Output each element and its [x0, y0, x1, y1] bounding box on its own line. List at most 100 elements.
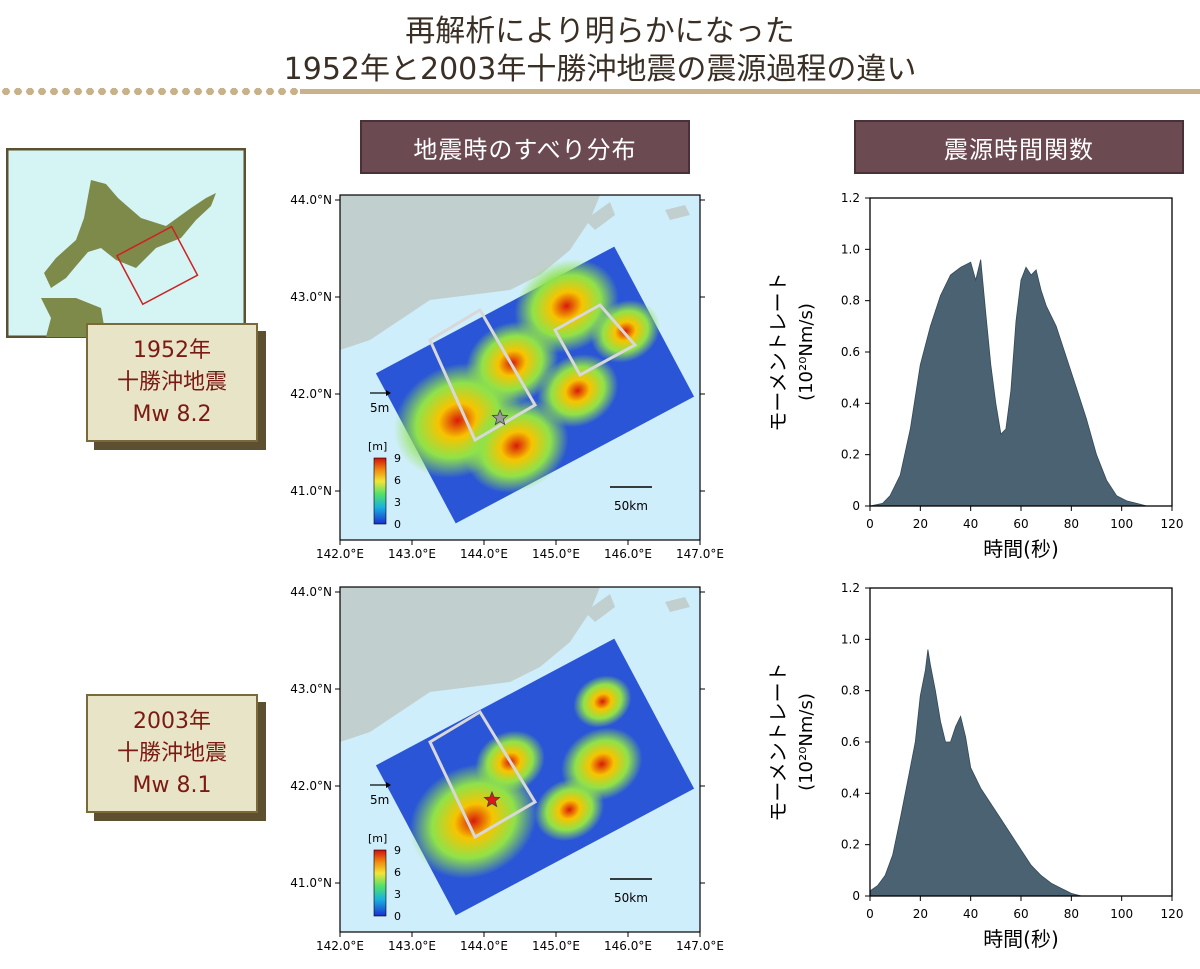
- x-tick-label: 80: [1064, 517, 1079, 531]
- event-year: 2003年: [133, 708, 211, 734]
- x-axis-label: 時間(秒): [983, 927, 1059, 951]
- epicenter-star: [491, 408, 509, 426]
- colorbar-tick: 9: [394, 844, 401, 857]
- land-island: [585, 594, 615, 622]
- fault-outline: [428, 307, 538, 443]
- lon-label: 146.0°E: [604, 547, 652, 561]
- x-tick-label: 100: [1110, 517, 1133, 531]
- page-title-line1: 再解析により明らかになった: [405, 14, 795, 49]
- event-year: 1952年: [133, 337, 211, 363]
- y-tick-label: 1.0: [841, 242, 860, 256]
- lat-label: 41.0°N: [290, 484, 332, 498]
- map-frame: [339, 586, 701, 933]
- source-time-function-header: 震源時間関数: [854, 120, 1184, 174]
- colorbar-tick: 0: [394, 518, 401, 531]
- arrow-scale-label: 5m: [370, 401, 389, 415]
- y-tick-label: 0.2: [841, 448, 860, 462]
- hokkaido-landmass: [44, 180, 216, 288]
- colorbar-tick: 3: [394, 888, 401, 901]
- arrow-scale-label: 5m: [370, 793, 389, 807]
- distance-scale-label: 50km: [614, 891, 648, 905]
- colorbar-tick: 6: [394, 866, 401, 879]
- title-divider-dots: [0, 88, 300, 95]
- colorbar-unit: [m]: [368, 440, 387, 453]
- event-name: 十勝沖地震: [116, 740, 227, 766]
- title-divider-line: [300, 89, 1200, 94]
- slip-patch: [573, 675, 632, 728]
- colorbar-tick: 0: [394, 910, 401, 923]
- x-tick-label: 40: [963, 517, 978, 531]
- x-tick-label: 20: [913, 517, 928, 531]
- slip-distribution-header: 地震時のすべり分布: [360, 120, 690, 174]
- lat-label: 44.0°N: [290, 585, 332, 599]
- lat-label: 43.0°N: [290, 290, 332, 304]
- colorbar: [373, 849, 387, 917]
- lon-label: 147.0°E: [676, 939, 724, 953]
- event-label-2003: 2003年 十勝沖地震 Mw 8.1: [86, 694, 258, 813]
- slip-patch: [537, 353, 619, 428]
- y-tick-label: 1.2: [841, 581, 860, 595]
- y-tick-label: 1.2: [841, 191, 860, 205]
- event-magnitude: Mw 8.1: [132, 772, 212, 798]
- colorbar-unit: [m]: [368, 832, 387, 845]
- slip-map-1952: 44.0°N 43.0°N 42.0°N 41.0°N 142.0°E 143.0°E 14…: [290, 193, 724, 561]
- y-tick-label: 0.2: [841, 838, 860, 852]
- stf-chart-2003: 0 0.2 0.4 0.6 0.8 1.0 1.2 0 20 40 60 80 100 120 時間(秒) モ…: [766, 581, 1184, 951]
- stf-chart-1952: 0 0.2 0.4 0.6 0.8 1.0 1.2 0 20 40 60 80 100 120 時間(秒) モ…: [766, 191, 1184, 561]
- lon-label: 144.0°E: [460, 547, 508, 561]
- lon-label: 143.0°E: [388, 547, 436, 561]
- arrow-head: [386, 390, 391, 396]
- y-tick-label: 0: [852, 889, 860, 903]
- lat-label: 43.0°N: [290, 682, 332, 696]
- epicenter-star: [483, 790, 501, 808]
- x-tick-label: 0: [866, 907, 874, 921]
- x-tick-label: 120: [1161, 907, 1184, 921]
- slip-patch: [534, 778, 605, 842]
- y-tick-label: 0.4: [841, 786, 860, 800]
- study-area-box: [115, 225, 199, 306]
- y-axis-label: モーメントレート: [766, 662, 790, 821]
- colorbar-tick: 3: [394, 496, 401, 509]
- y-tick-label: 0.8: [841, 294, 860, 308]
- slip-region: [375, 246, 695, 524]
- x-tick-label: 60: [1013, 907, 1028, 921]
- page-title-line2: 1952年と2003年十勝沖地震の震源過程の違い: [283, 52, 917, 87]
- y-tick-label: 0.6: [841, 345, 860, 359]
- lat-label: 41.0°N: [290, 876, 332, 890]
- slip-patch: [464, 398, 569, 493]
- lon-label: 147.0°E: [676, 547, 724, 561]
- land-hokkaido: [340, 587, 600, 742]
- slip-region: [375, 638, 695, 916]
- fault-outline: [552, 303, 638, 378]
- lon-label: 143.0°E: [388, 939, 436, 953]
- x-tick-label: 120: [1161, 517, 1184, 531]
- x-tick-label: 40: [963, 907, 978, 921]
- colorbar: [373, 457, 387, 525]
- lon-label: 142.0°E: [316, 547, 364, 561]
- slip-map-2003: 44.0°N 43.0°N 42.0°N 41.0°N 142.0°E 143.0°E 14…: [290, 585, 724, 953]
- lat-label: 42.0°N: [290, 387, 332, 401]
- colorbar-tick: 6: [394, 474, 401, 487]
- x-tick-label: 20: [913, 907, 928, 921]
- y-tick-label: 0.4: [841, 396, 860, 410]
- event-label-1952: 1952年 十勝沖地震 Mw 8.2: [86, 323, 258, 442]
- lat-label: 42.0°N: [290, 779, 332, 793]
- arrow-head: [386, 782, 391, 788]
- land-island: [665, 205, 690, 220]
- lon-label: 145.0°E: [532, 547, 580, 561]
- y-axis-label: モーメントレート: [766, 272, 790, 431]
- x-axis-label: 時間(秒): [983, 537, 1059, 561]
- colorbar-tick: 9: [394, 452, 401, 465]
- x-tick-label: 100: [1110, 907, 1133, 921]
- y-tick-label: 0.8: [841, 684, 860, 698]
- lon-label: 142.0°E: [316, 939, 364, 953]
- y-tick-label: 0: [852, 499, 860, 513]
- y-axis-unit: (10²⁰Nm/s): [796, 693, 817, 791]
- land-island: [585, 202, 615, 230]
- map-frame: [339, 194, 701, 541]
- moment-rate-area: [869, 259, 1147, 507]
- land-island: [665, 597, 690, 612]
- y-axis-unit: (10²⁰Nm/s): [796, 303, 817, 401]
- inset-location-map: [5, 147, 247, 339]
- lon-label: 145.0°E: [532, 939, 580, 953]
